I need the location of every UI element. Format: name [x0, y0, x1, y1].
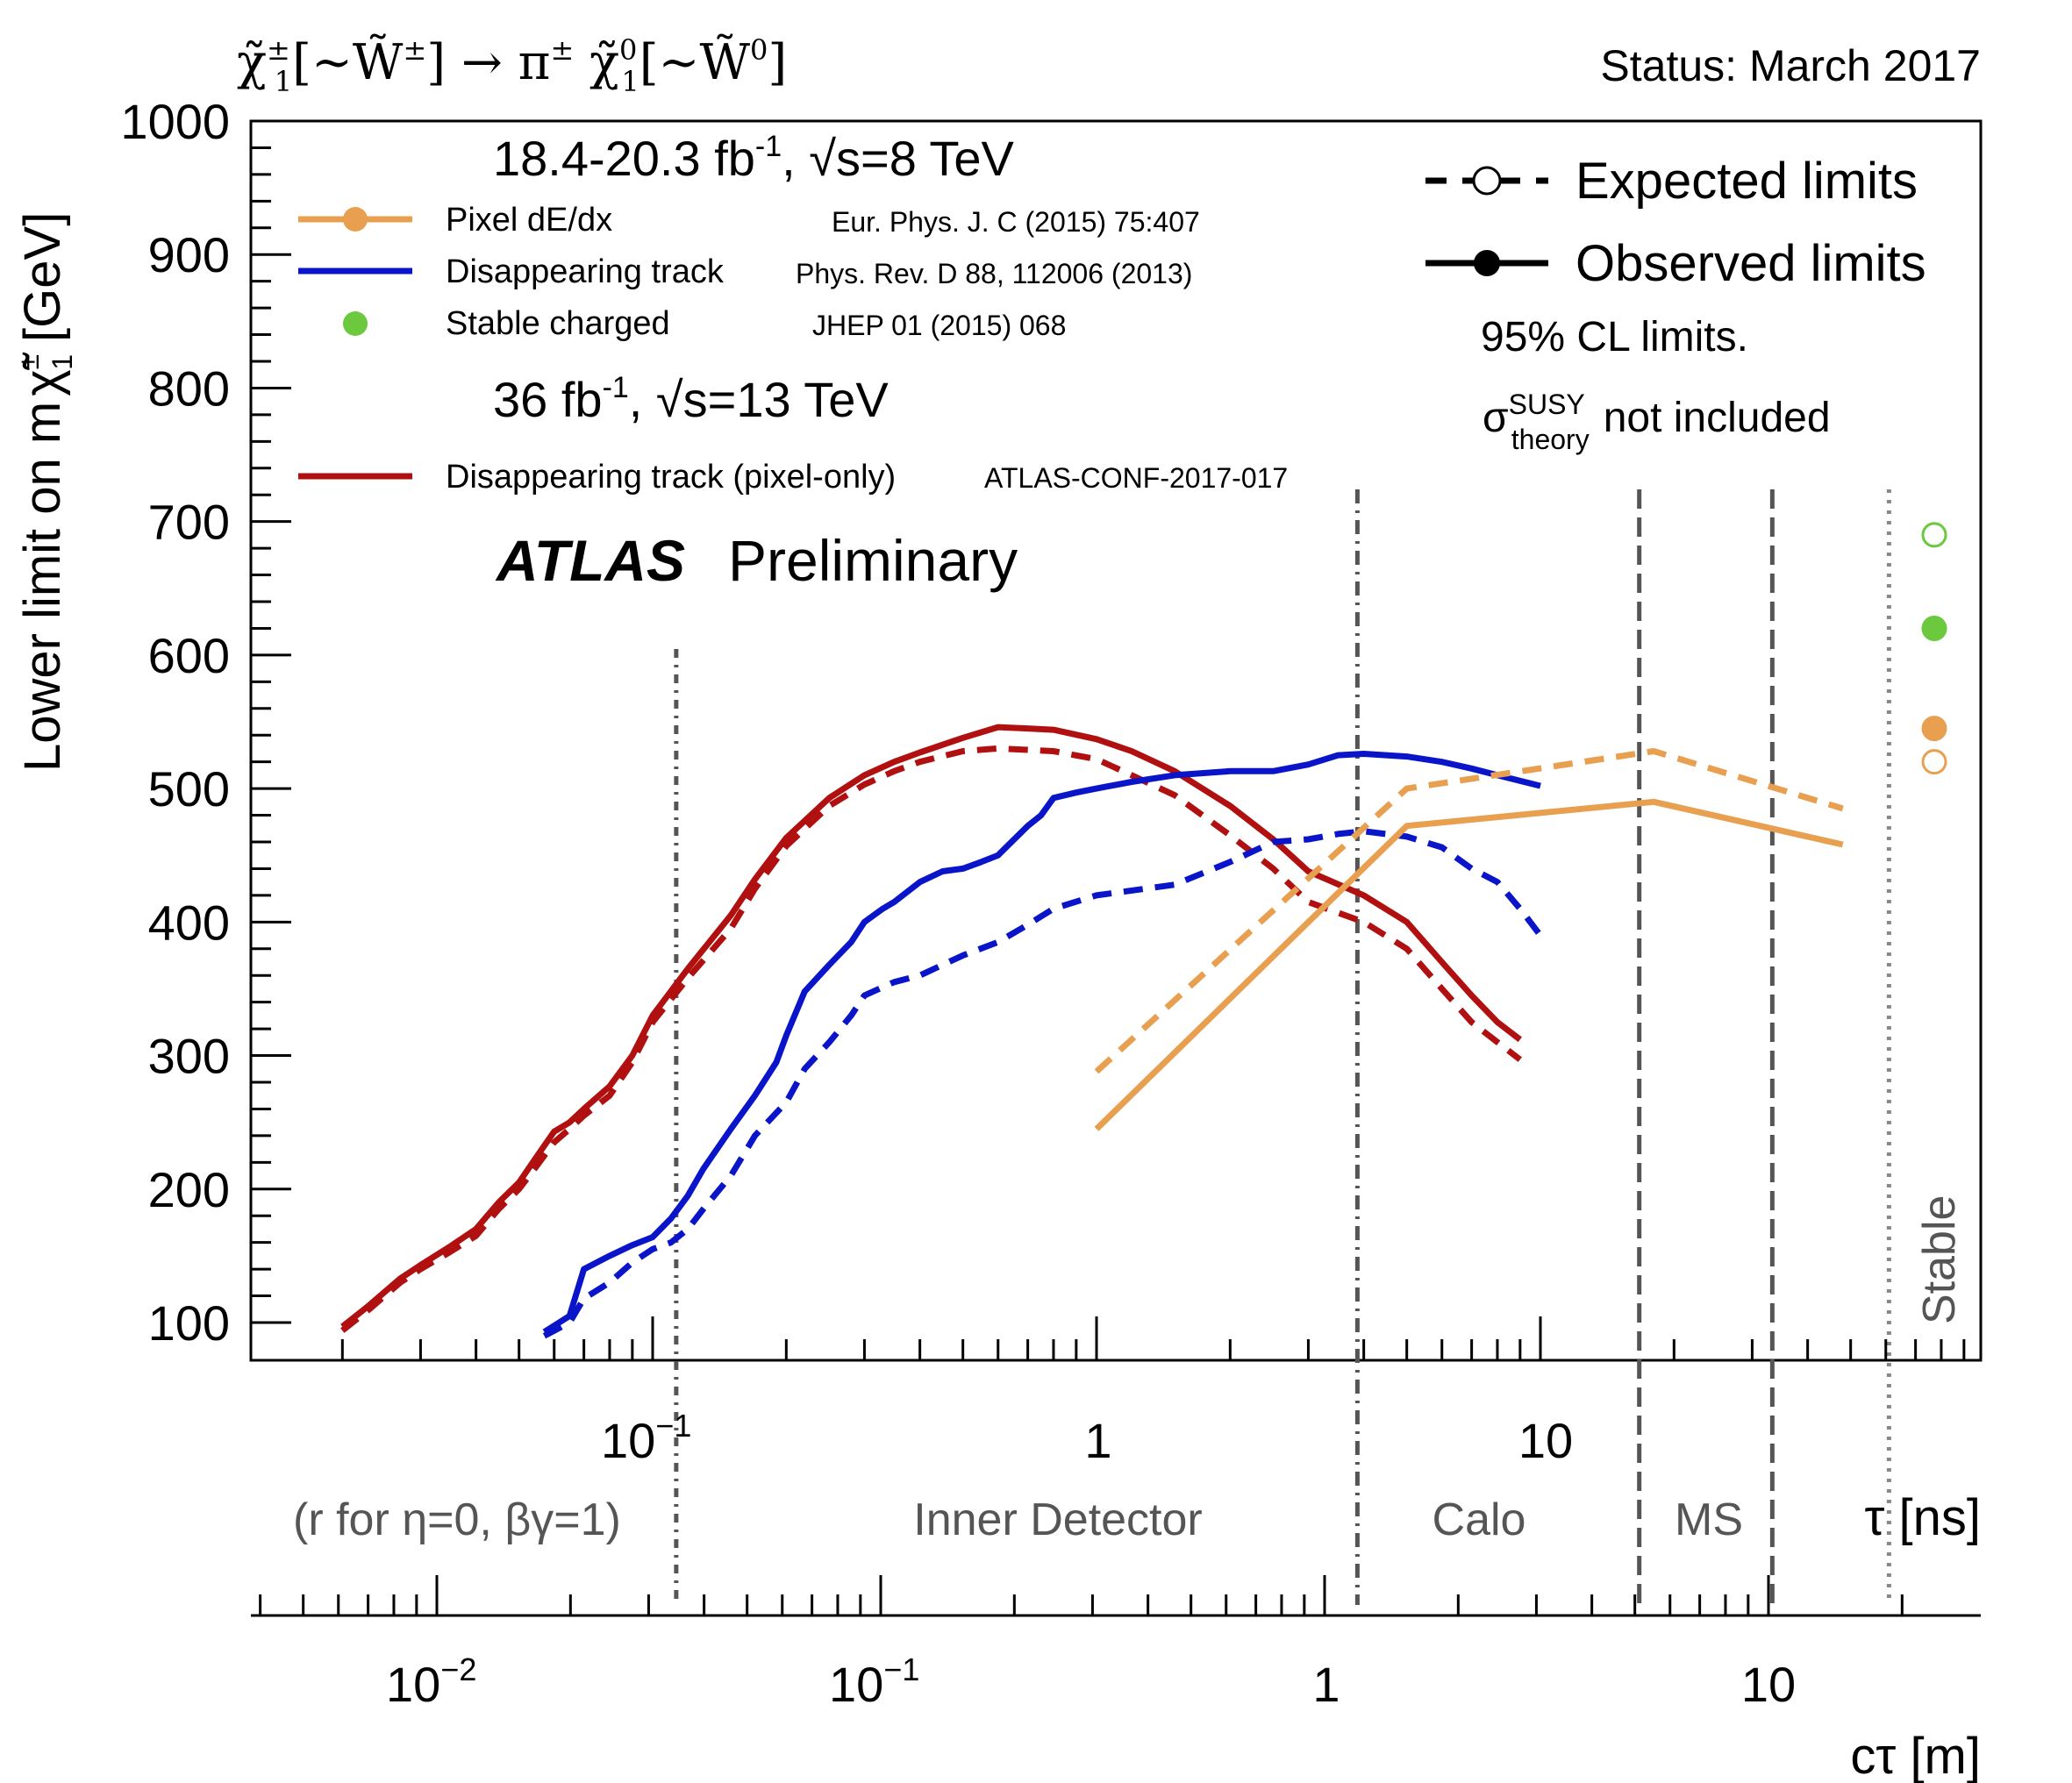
ctau-tick-label-1: 10−1 — [829, 1651, 919, 1712]
stable-point — [1921, 522, 1947, 548]
stable-legend-marker — [343, 311, 368, 336]
y-tick-label: 600 — [148, 628, 230, 683]
stable-point — [1921, 716, 1947, 742]
observed-legend-marker — [1474, 250, 1500, 276]
ctau-tick-label-3: 10 — [1741, 1657, 1796, 1712]
y-tick-label: 800 — [148, 360, 230, 416]
expected-series-line — [542, 828, 1543, 1339]
region-lines — [674, 489, 1891, 1605]
series-layer — [340, 724, 1844, 1339]
legend-run1: 18.4-20.3 fb-1, √s=8 TeV Pixel dE/dx Eur… — [298, 130, 1288, 593]
stable-legend-ref: JHEP 01 (2015) 068 — [812, 310, 1066, 341]
dt8-legend-ref: Phys. Rev. D 88, 112006 (2013) — [796, 258, 1192, 289]
y-tick-label: 1000 — [120, 94, 230, 149]
ctau-axis-title: cτ [m] — [1850, 1728, 1981, 1783]
atlas-label: ATLAS — [495, 528, 685, 593]
expected-legend-label: Expected limits — [1575, 153, 1918, 210]
tau-axis-title: τ [ns] — [1864, 1489, 1981, 1546]
stable-points — [1921, 522, 1947, 775]
stable-legend-label: Stable charged — [446, 305, 670, 342]
y-tick-label: 300 — [148, 1029, 230, 1084]
dt13-legend-ref: ATLAS-CONF-2017-017 — [984, 462, 1288, 494]
stable-point — [1921, 615, 1947, 641]
expected-series-line — [1094, 748, 1844, 1074]
legend-style: Expected limits Observed limits 95% CL l… — [1425, 153, 1926, 455]
tau-axis-ticks — [340, 1316, 1966, 1360]
dt13-legend-label: Disappearing track (pixel-only) — [446, 459, 896, 496]
y-tick-label: 100 — [148, 1295, 230, 1351]
y-axis-title: Lower limit on mχ̃±1[GeV] — [13, 212, 78, 772]
observed-series-line — [340, 724, 1522, 1330]
plot-frame — [249, 119, 1983, 1362]
ctau-tick-label-0: 10−2 — [386, 1651, 476, 1712]
region-labels: (r for η=0, βγ=1) Inner Detector Calo MS… — [293, 1195, 1965, 1545]
observed-legend-label: Observed limits — [1575, 235, 1926, 292]
pixel-legend-ref: Eur. Phys. J. C (2015) 75:407 — [832, 206, 1200, 238]
region-stable: Stable — [1914, 1195, 1965, 1324]
run1-header: 18.4-20.3 fb-1, √s=8 TeV — [493, 130, 1015, 186]
y-axis-ticks: 100 200 300 400 500 600 700 800 900 1000 — [120, 94, 291, 1351]
observed-series-line — [1094, 798, 1844, 1131]
pixel-legend-marker — [343, 207, 368, 232]
ctau-axis-ticks — [259, 1575, 1904, 1615]
y-tick-label: 200 — [148, 1162, 230, 1217]
tau-axis-labels: 10−1 1 10 τ [ns] — [601, 1408, 1981, 1546]
stable-point — [1921, 749, 1947, 775]
observed-series-line — [542, 751, 1541, 1335]
y-tick-label: 400 — [148, 895, 230, 950]
sigma-note: σSUSY theory not included — [1483, 389, 1831, 455]
preliminary-label: Preliminary — [728, 528, 1018, 593]
process-title: χ̃± 1[~W̃±] → π± χ̃0 1[~W̃0] — [237, 33, 787, 98]
status-label: Status: March 2017 — [1600, 41, 1981, 90]
region-calo: Calo — [1433, 1494, 1526, 1545]
cl-note: 95% CL limits. — [1481, 314, 1748, 360]
tau-tick-label-1: 1 — [1084, 1413, 1111, 1468]
tau-tick-label-2: 10 — [1518, 1413, 1573, 1468]
run2-header: 36 fb-1, √s=13 TeV — [493, 371, 889, 427]
tau-tick-label-0: 10−1 — [601, 1408, 691, 1468]
region-r-label: (r for η=0, βγ=1) — [293, 1494, 621, 1545]
region-ms: MS — [1675, 1494, 1743, 1545]
region-inner: Inner Detector — [913, 1494, 1203, 1545]
y-tick-label: 500 — [148, 761, 230, 817]
ctau-axis-labels: 10−2 10−1 1 10 cτ [m] — [386, 1651, 1981, 1783]
y-tick-label: 700 — [148, 495, 230, 550]
y-tick-label: 900 — [148, 227, 230, 282]
expected-legend-marker — [1472, 166, 1502, 196]
svg-text:Lower limit on mχ̃±1[GeV]: Lower limit on mχ̃±1[GeV] — [13, 212, 78, 772]
ctau-tick-label-2: 1 — [1312, 1657, 1340, 1712]
dt8-legend-label: Disappearing track — [446, 253, 725, 290]
pixel-legend-label: Pixel dE/dx — [446, 202, 612, 239]
